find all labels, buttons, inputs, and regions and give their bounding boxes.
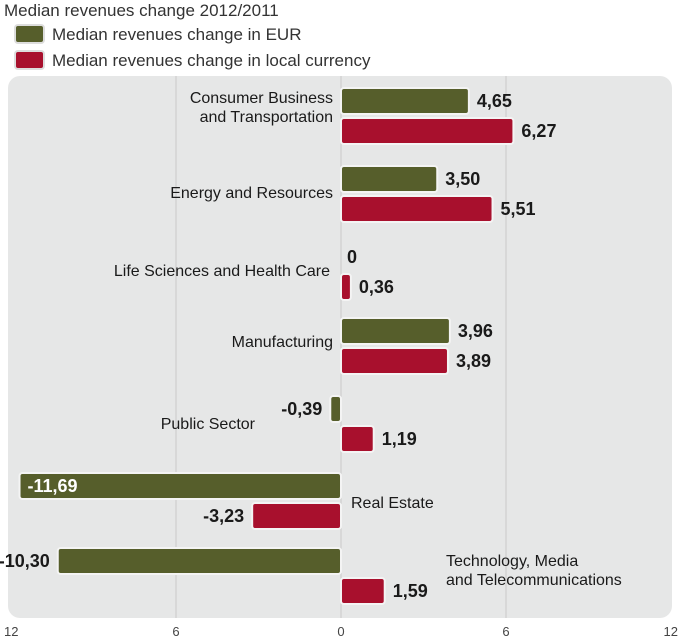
bar-local: [340, 195, 494, 223]
bar-eur: [56, 547, 342, 575]
value-label: 6,27: [521, 121, 556, 141]
value-label: 5,51: [501, 199, 536, 219]
chart-title: Median revenues change 2012/2011: [4, 1, 279, 20]
x-axis: 12 6 0 6 12: [4, 624, 678, 639]
legend-label-local: Median revenues change in local currency: [52, 51, 371, 70]
bar-local: [340, 425, 375, 453]
value-label: 0: [347, 247, 357, 267]
x-tick-label: 6: [172, 624, 179, 639]
value-label: 3,89: [456, 351, 491, 371]
legend-swatch-eur: [14, 24, 45, 44]
bar-local: [340, 577, 386, 605]
value-label: 1,19: [382, 429, 417, 449]
category-label: Public Sector: [161, 416, 256, 433]
bar-local: [340, 117, 515, 145]
category-label: Life Sciences and Health Care: [114, 263, 330, 280]
bars: Consumer Business and Transportation 4,65 6…: [0, 87, 622, 605]
bar-eur: [340, 317, 451, 345]
category-label: Consumer Business and Transportation: [190, 90, 333, 126]
value-label: 4,65: [477, 91, 512, 111]
category-label: Manufacturing: [232, 334, 333, 351]
bar-eur: [329, 395, 342, 423]
x-tick-label: 0: [337, 624, 344, 639]
value-label: 3,96: [458, 321, 493, 341]
legend: Median revenues change in EUR Median rev…: [14, 24, 371, 70]
value-label: -10,30: [0, 551, 50, 571]
plot-background: [8, 76, 672, 618]
x-tick-label: 12: [664, 624, 678, 639]
category-label: Technology, Media and Telecommunications: [446, 553, 622, 589]
value-label: -11,69: [28, 476, 78, 496]
value-label: -0,39: [281, 399, 322, 419]
value-label: 0,36: [359, 277, 394, 297]
bar-eur: [340, 87, 470, 115]
bar-local: [340, 347, 449, 375]
x-tick-label: 6: [502, 624, 509, 639]
bar-local: [251, 502, 342, 530]
legend-label-eur: Median revenues change in EUR: [52, 25, 301, 44]
legend-swatch-local: [14, 50, 45, 70]
category-label: Energy and Resources: [170, 185, 333, 202]
bar-local: [340, 273, 352, 301]
category-label: Real Estate: [351, 495, 434, 512]
value-label: 1,59: [393, 581, 428, 601]
value-label: -3,23: [203, 506, 244, 526]
x-tick-label: 12: [4, 624, 18, 639]
bar-eur: [18, 472, 343, 500]
value-label: 3,50: [445, 169, 480, 189]
bar-eur: [340, 165, 439, 193]
